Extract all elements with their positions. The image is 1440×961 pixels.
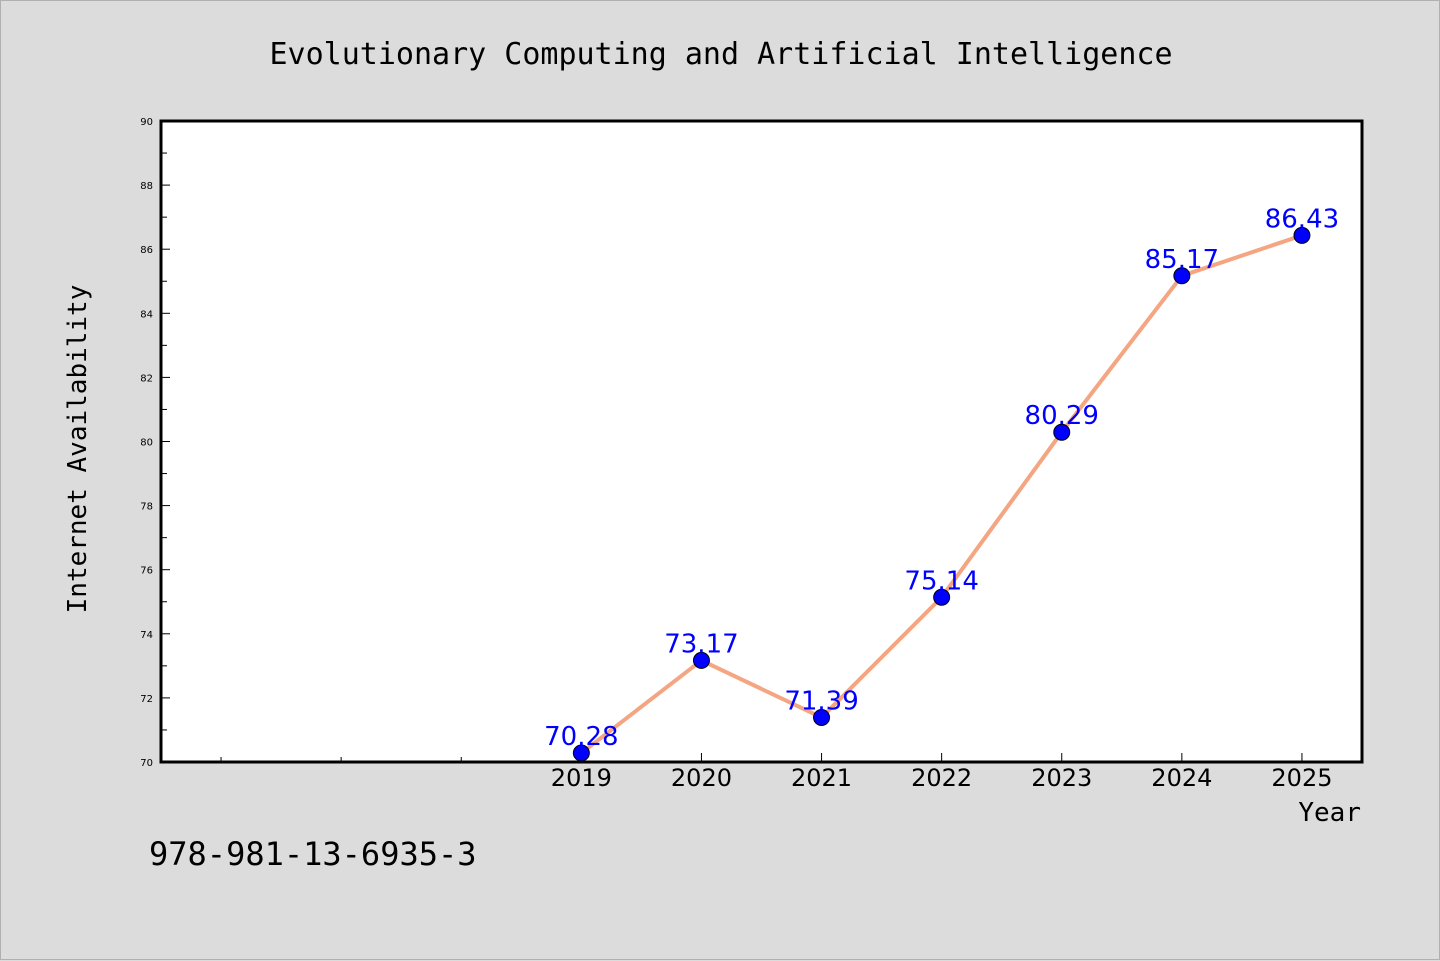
x-tick-label: 2024 (1151, 764, 1212, 792)
x-tick-label: 2021 (791, 764, 852, 792)
data-labels: 70.28 73.17 71.39 75.14 80.29 85.17 86.43 (544, 204, 1339, 752)
data-label: 86.43 (1265, 204, 1339, 234)
x-tick-label: 2025 (1271, 764, 1332, 792)
y-tick-label: 72 (140, 694, 153, 705)
x-axis-label: Year (1298, 798, 1361, 828)
x-tick-label: 2022 (911, 764, 972, 792)
y-tick-label: 70 (140, 758, 153, 769)
y-tick-label: 84 (140, 309, 153, 320)
y-tick-label: 76 (140, 566, 153, 577)
data-point (1053, 423, 1071, 441)
data-point (1173, 267, 1191, 285)
y-tick-label: 74 (140, 630, 153, 641)
x-tick-label: 2020 (671, 764, 732, 792)
x-tick-label: 2023 (1031, 764, 1092, 792)
data-label: 85.17 (1145, 245, 1219, 275)
plot-area (159, 119, 1364, 764)
data-label: 80.29 (1025, 401, 1099, 431)
x-tick-label: 2019 (551, 764, 612, 792)
data-label: 71.39 (784, 686, 858, 716)
y-axis: 70 72 74 76 78 80 82 84 86 88 90 (140, 117, 170, 769)
y-tick-label: 78 (140, 502, 153, 513)
chart-title: Evolutionary Computing and Artificial In… (269, 37, 1172, 72)
data-point (813, 708, 831, 726)
y-tick-label: 86 (140, 245, 153, 256)
y-axis-label: Internet Availability (63, 285, 93, 614)
data-label: 73.17 (664, 629, 738, 659)
data-point (692, 651, 710, 669)
x-axis: 2019 2020 2021 2022 2023 2024 2025 (220, 753, 1332, 792)
data-label: 75.14 (904, 566, 978, 596)
y-tick-label: 90 (140, 117, 153, 128)
y-tick-label: 88 (140, 181, 153, 192)
footnote-isbn: 978-981-13-6935-3 (149, 835, 477, 873)
y-tick-label: 82 (140, 373, 153, 384)
y-tick-label: 80 (140, 438, 153, 449)
data-point (1293, 226, 1311, 244)
data-point (572, 744, 590, 762)
data-point (933, 588, 951, 606)
series-line-group (572, 226, 1311, 762)
data-label: 70.28 (544, 722, 618, 752)
